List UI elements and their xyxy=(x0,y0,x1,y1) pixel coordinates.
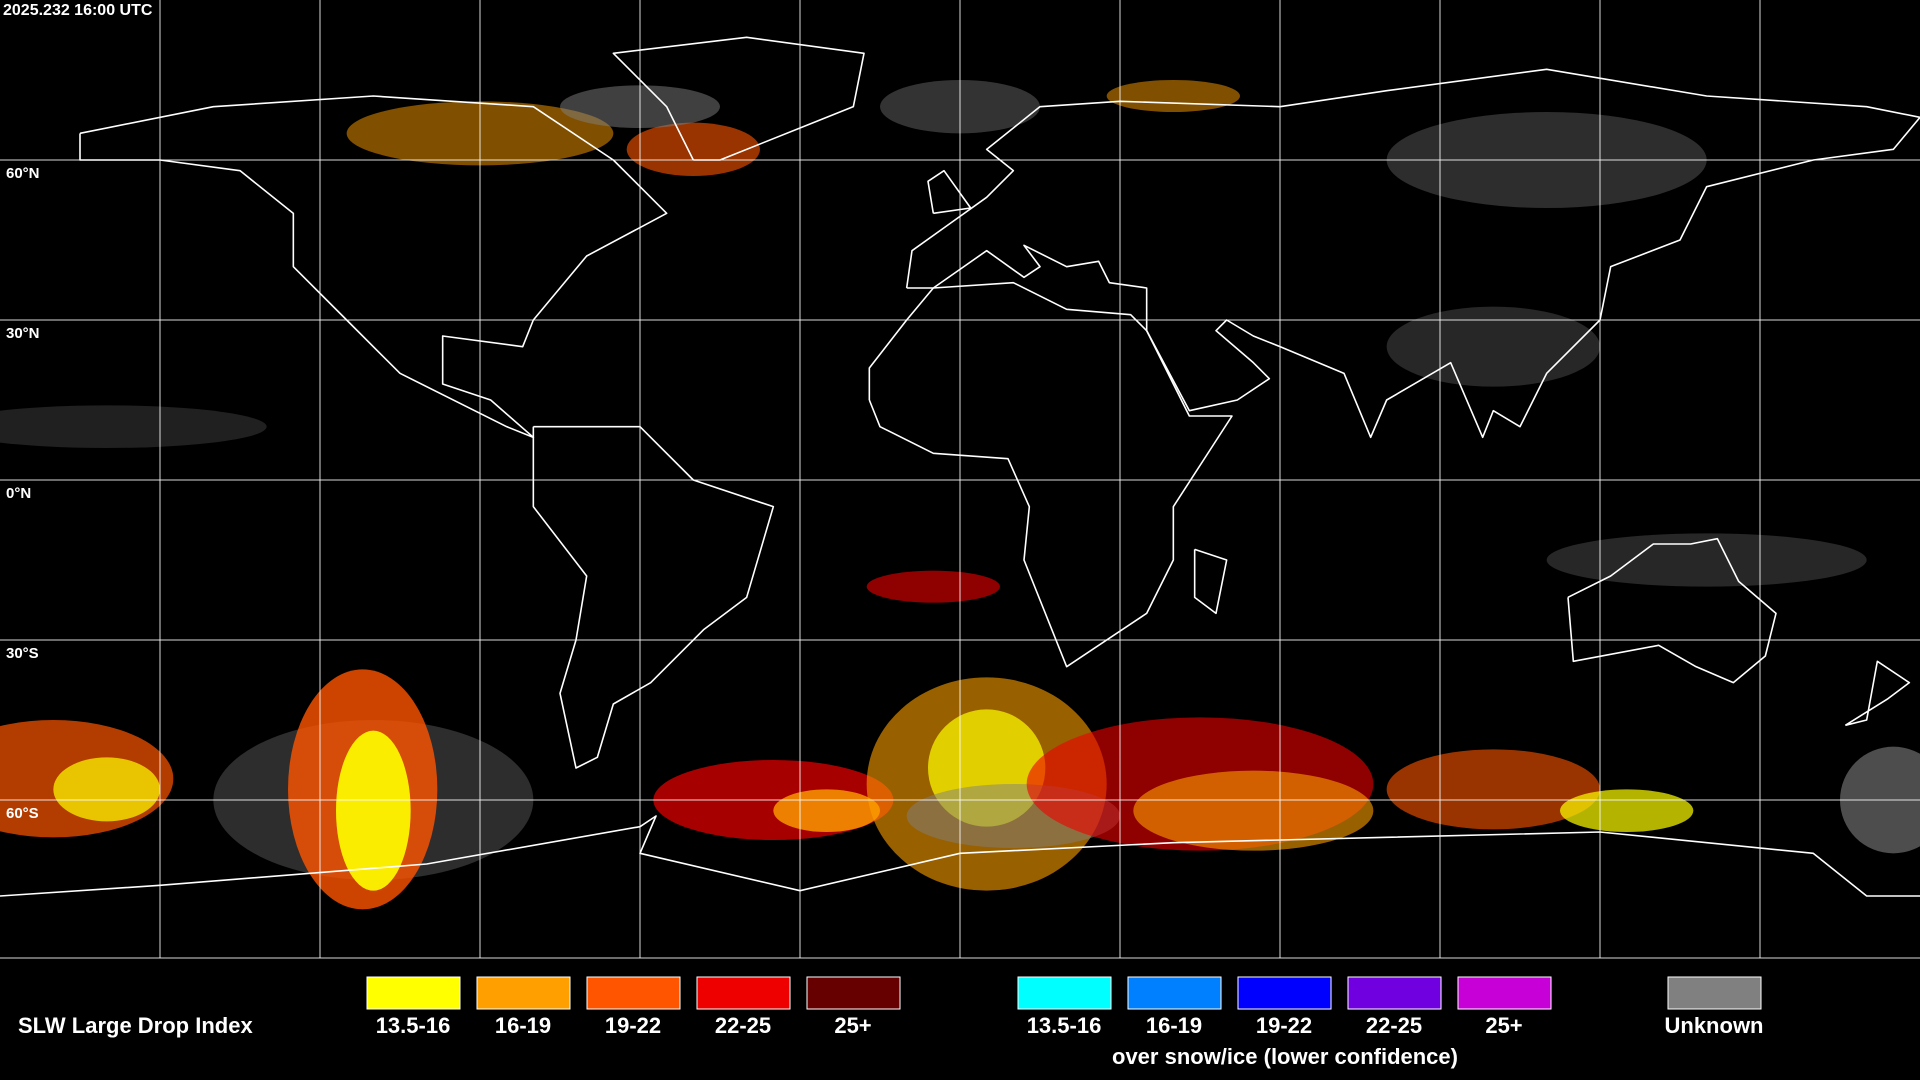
legend-swatch xyxy=(1457,976,1552,1010)
latitude-label: 60°N xyxy=(6,165,40,182)
legend-title: SLW Large Drop Index xyxy=(18,1013,253,1038)
cloud-patch xyxy=(1106,80,1241,112)
coastline xyxy=(532,425,775,769)
latitude-label: 30°N xyxy=(6,325,40,342)
latitude-label: 60°S xyxy=(6,805,39,822)
coastline xyxy=(1844,660,1911,727)
latitude-label: 0°N xyxy=(6,485,31,502)
coastline xyxy=(905,68,1920,439)
coastline xyxy=(0,815,1920,897)
legend-swatch xyxy=(1017,976,1112,1010)
legend-swatch xyxy=(1237,976,1332,1010)
legend-label: 22-25 xyxy=(715,1013,771,1038)
coastline xyxy=(612,36,865,161)
legend-note: over snow/ice (lower confidence) xyxy=(1112,1044,1458,1069)
cloud-patch xyxy=(0,405,267,448)
legend-swatch xyxy=(476,976,571,1010)
coastline xyxy=(1193,548,1228,615)
latitude-label: 30°S xyxy=(6,645,39,662)
legend-label: 16-19 xyxy=(495,1013,551,1038)
graticule: 60°N 30°N 0°N 30°S 60°S xyxy=(0,0,1920,958)
legend-swatch xyxy=(1347,976,1442,1010)
legend-label: 25+ xyxy=(1485,1013,1522,1038)
cloud-patch xyxy=(336,730,411,891)
cloud-patch xyxy=(773,789,881,833)
data-overlay xyxy=(0,80,1920,910)
legend-label: 13.5-16 xyxy=(1027,1013,1102,1038)
legend-swatch xyxy=(696,976,791,1010)
legend-label: 13.5-16 xyxy=(376,1013,451,1038)
cloud-patch xyxy=(866,570,1000,603)
legend-label: 19-22 xyxy=(605,1013,661,1038)
legend-swatch xyxy=(1667,976,1762,1010)
cloud-patch xyxy=(1133,770,1374,851)
cloud-patch xyxy=(626,122,760,176)
coastline xyxy=(927,169,972,215)
legend: SLW Large Drop Index over snow/ice (lowe… xyxy=(18,976,1764,1069)
legend-label: 16-19 xyxy=(1146,1013,1202,1038)
cloud-patch xyxy=(1560,789,1694,833)
legend-label: 22-25 xyxy=(1366,1013,1422,1038)
legend-swatch xyxy=(366,976,461,1010)
legend-label: 19-22 xyxy=(1256,1013,1312,1038)
legend-swatch xyxy=(806,976,901,1010)
cloud-patch xyxy=(1386,306,1601,387)
legend-label: 25+ xyxy=(834,1013,871,1038)
cloud-patch xyxy=(1546,533,1867,587)
timestamp: 2025.232 16:00 UTC xyxy=(3,2,153,19)
legend-swatch xyxy=(1127,976,1222,1010)
coastline xyxy=(79,95,668,439)
cloud-patch xyxy=(53,757,161,822)
coastline xyxy=(1567,537,1777,684)
legend-label: Unknown xyxy=(1665,1013,1764,1038)
legend-swatch xyxy=(586,976,681,1010)
